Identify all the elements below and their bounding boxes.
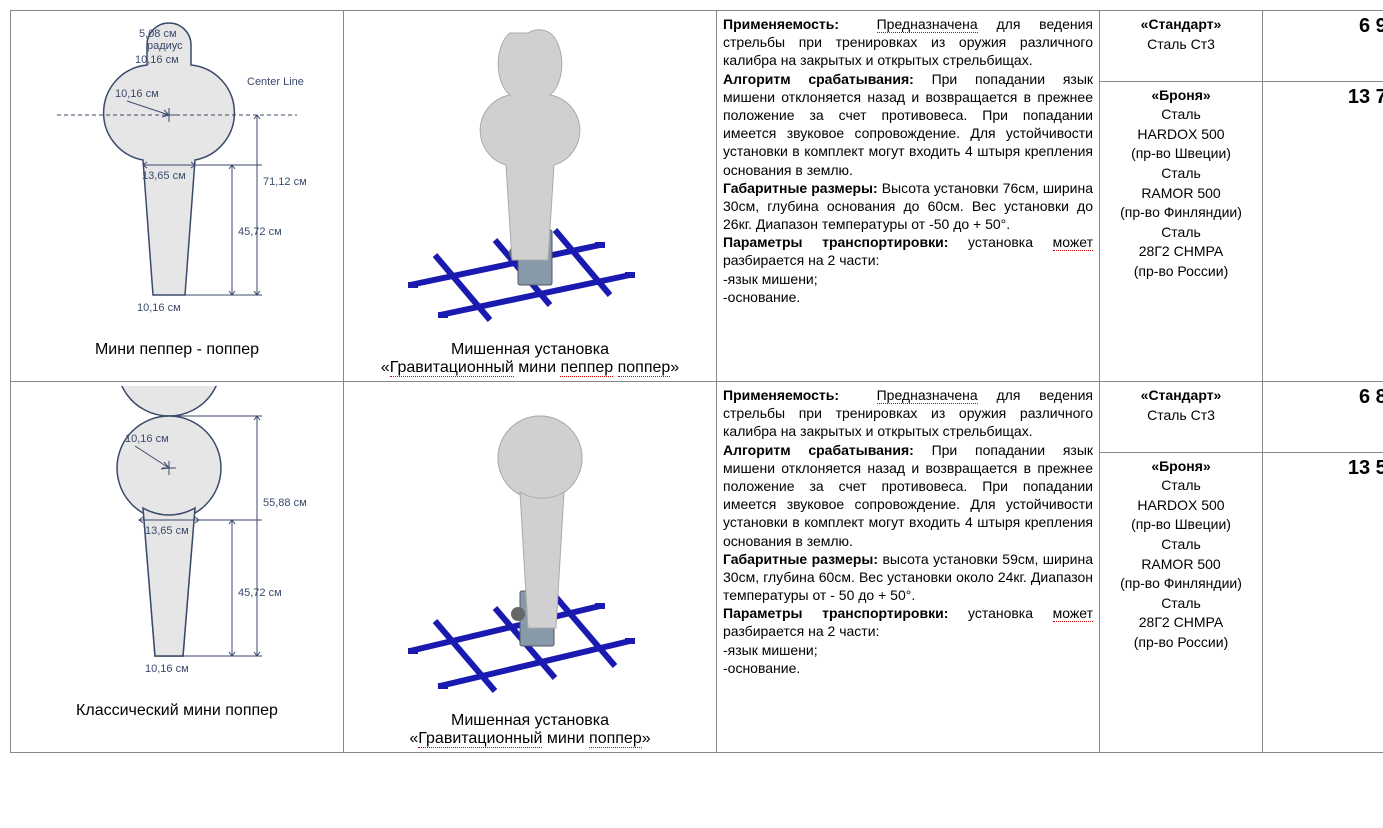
diagram-caption-2: Классический мини поппер: [17, 702, 337, 720]
dim-waist: 13,65 см: [142, 170, 186, 182]
dim2-h-total: 55,88 см: [263, 497, 307, 509]
price-2-armor: 13 500: [1263, 452, 1383, 752]
target-silhouette: [480, 30, 580, 260]
render-caption-2: Мишенная установка «Гравитационный мини …: [350, 712, 710, 748]
centerline-label: Center Line: [247, 76, 304, 88]
diagram-cell-2: 10,16 см 13,65 см 10,16 см 55,88 см 45,7…: [11, 382, 344, 753]
variant-2-standard: «Стандарт» Сталь Ст3: [1100, 382, 1263, 453]
diagram-classic-popper: 10,16 см 13,65 см 10,16 см 55,88 см 45,7…: [47, 386, 307, 696]
dim2-waist: 13,65 см: [145, 525, 189, 537]
render-classic-popper: [380, 386, 680, 706]
dim-head-dia: 10,16 см: [115, 88, 159, 100]
render2-line1: Мишенная установка: [451, 712, 609, 729]
description-cell-1: Применяемость: Предназначена для ведения…: [717, 11, 1100, 382]
price-1-armor: 13 700: [1263, 81, 1383, 381]
dim2-h-body: 45,72 см: [238, 587, 282, 599]
price-2-standard: 6 800: [1263, 382, 1383, 453]
dim2-head: 10,16 см: [125, 433, 169, 445]
dim-h-body: 45,72 см: [238, 226, 282, 238]
dim-radius-sub: радиус: [147, 40, 183, 52]
variant-1-standard: «Стандарт» Сталь Ст3: [1100, 11, 1263, 82]
dim-top-width: 10,16 см: [135, 54, 179, 66]
render-pepper-popper: [380, 15, 680, 335]
dim2-foot: 10,16 см: [145, 663, 189, 675]
render-line1: Мишенная установка: [451, 341, 609, 358]
diagram-pepper-popper: Center Line 5,08 см радиус 10,16 см 10,1…: [47, 15, 307, 335]
render-cell-2: Мишенная установка «Гравитационный мини …: [344, 382, 717, 753]
catalog-table: Center Line 5,08 см радиус 10,16 см 10,1…: [10, 10, 1383, 753]
variant-2-armor: «Броня» Сталь HARDOX 500 (пр-во Швеции) …: [1100, 452, 1263, 752]
render-cell-1: Мишенная установка «Гравитационный мини …: [344, 11, 717, 382]
diagram-caption-1: Мини пеппер - поппер: [17, 341, 337, 359]
render-caption-1: Мишенная установка «Гравитационный мини …: [350, 341, 710, 377]
dim-foot: 10,16 см: [137, 302, 181, 314]
dim-radius: 5,08 см: [139, 28, 177, 40]
description-cell-2: Применяемость: Предназначена для ведения…: [717, 382, 1100, 753]
price-1-standard: 6 900: [1263, 11, 1383, 82]
variant-1-armor: «Броня» Сталь HARDOX 500 (пр-во Швеции) …: [1100, 81, 1263, 381]
diagram-cell-1: Center Line 5,08 см радиус 10,16 см 10,1…: [11, 11, 344, 382]
dim-h-total: 71,12 см: [263, 176, 307, 188]
